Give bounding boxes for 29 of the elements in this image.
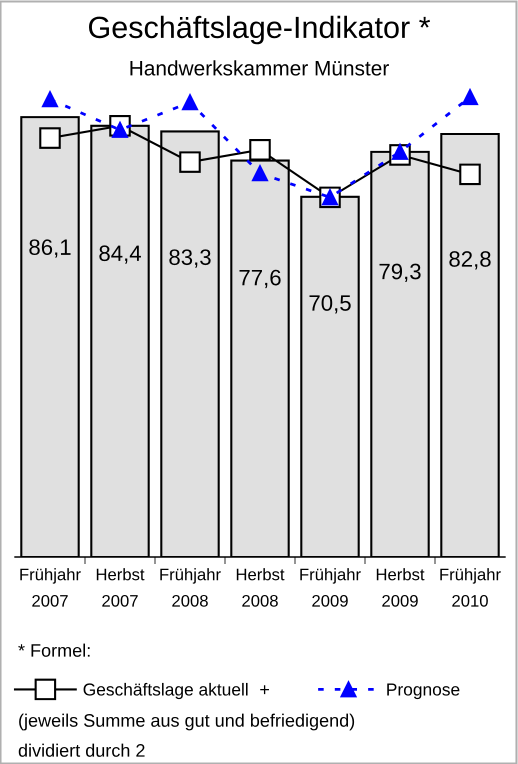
chart-subtitle: Handwerkskammer Münster (130, 60, 389, 76)
x-tick-label: Frühjahr 2007 (20, 568, 81, 607)
legend-label: Geschäftslage aktuell (84, 682, 248, 700)
data-label: 82,8 (449, 251, 491, 270)
data-label: 86,1 (29, 239, 71, 258)
x-tick-label: Herbst 2008 (236, 568, 284, 607)
point (182, 94, 198, 110)
point (39, 127, 61, 149)
chart-title: Geschäftslage-Indikator * (89, 16, 430, 44)
x-tick-label: Herbst 2007 (96, 568, 144, 607)
x-tick-label: Frühjahr 2009 (300, 568, 361, 607)
data-label: 70,5 (310, 295, 351, 314)
text: (jeweils Summe aus gut und befriedigend) (19, 714, 354, 730)
point (252, 165, 268, 182)
data-label: 83,3 (169, 249, 211, 268)
data-label: 84,4 (99, 245, 141, 264)
data-label: 79,3 (380, 264, 421, 282)
point (42, 91, 58, 108)
point (459, 164, 481, 186)
data-label: 77,6 (240, 270, 281, 288)
point (462, 89, 478, 106)
x-tick-label: Herbst 2009 (376, 568, 424, 607)
text: dividiert durch 2 (18, 744, 145, 757)
x-tick-label: Frühjahr 2010 (440, 568, 501, 607)
text: + (260, 685, 269, 694)
text: * Formel: (18, 644, 90, 657)
x-tick-label: Frühjahr 2008 (160, 568, 221, 607)
point (179, 151, 201, 173)
legend-label: Prognose (387, 684, 460, 700)
